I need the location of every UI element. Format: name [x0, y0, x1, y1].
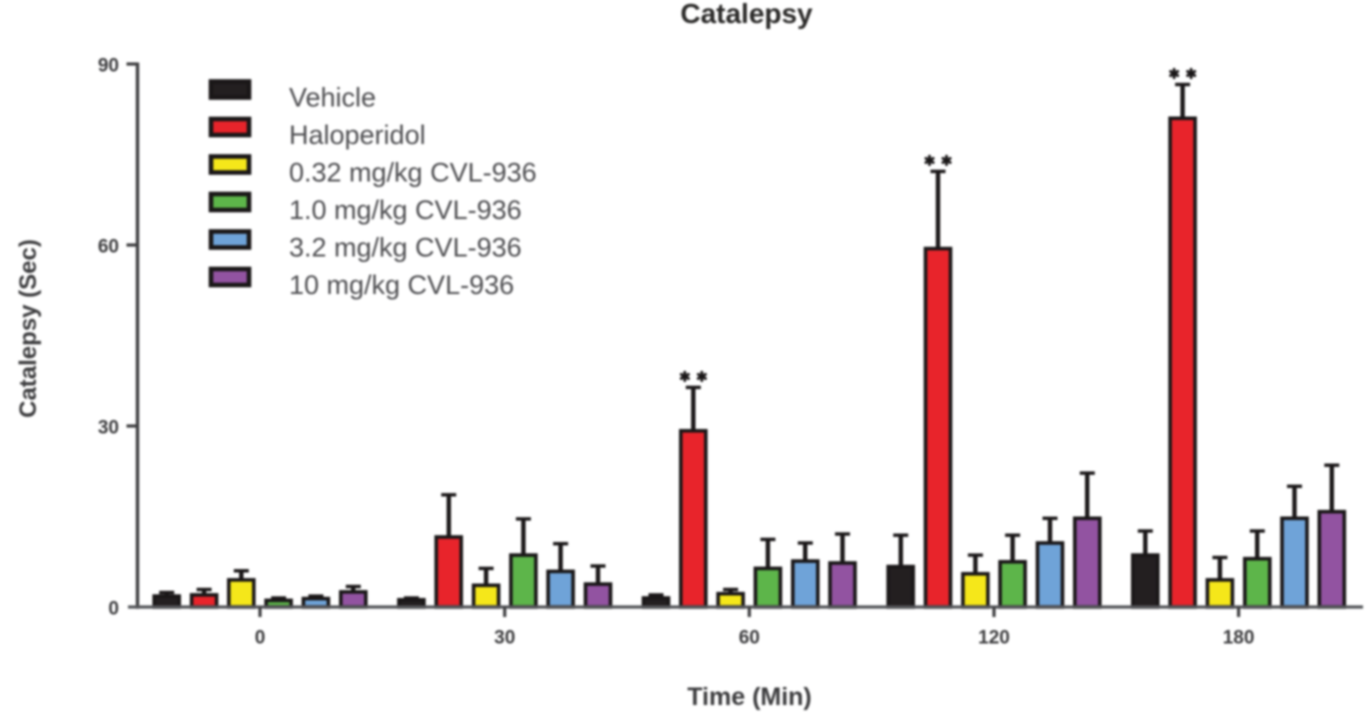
svg-text:90: 90 [98, 56, 119, 77]
svg-text:Catalepsy: Catalepsy [680, 0, 813, 29]
svg-text:60: 60 [739, 628, 760, 649]
svg-text:0: 0 [255, 628, 266, 649]
svg-text:30: 30 [98, 418, 119, 439]
svg-text:60: 60 [98, 237, 119, 258]
svg-text:3.2 mg/kg CVL-936: 3.2 mg/kg CVL-936 [289, 233, 522, 263]
svg-text:Haloperidol: Haloperidol [289, 120, 426, 150]
svg-text:30: 30 [494, 628, 515, 649]
svg-text:Vehicle: Vehicle [289, 83, 376, 113]
svg-text:Time (Min): Time (Min) [687, 683, 812, 711]
svg-text:0.32 mg/kg CVL-936: 0.32 mg/kg CVL-936 [289, 158, 537, 188]
svg-text:Catalepsy (Sec): Catalepsy (Sec) [15, 239, 42, 418]
svg-text:180: 180 [1223, 628, 1255, 649]
svg-text:10 mg/kg CVL-936: 10 mg/kg CVL-936 [289, 270, 514, 300]
svg-text:120: 120 [978, 628, 1010, 649]
svg-text:0: 0 [108, 599, 119, 620]
svg-text:1.0 mg/kg CVL-936: 1.0 mg/kg CVL-936 [289, 195, 522, 225]
